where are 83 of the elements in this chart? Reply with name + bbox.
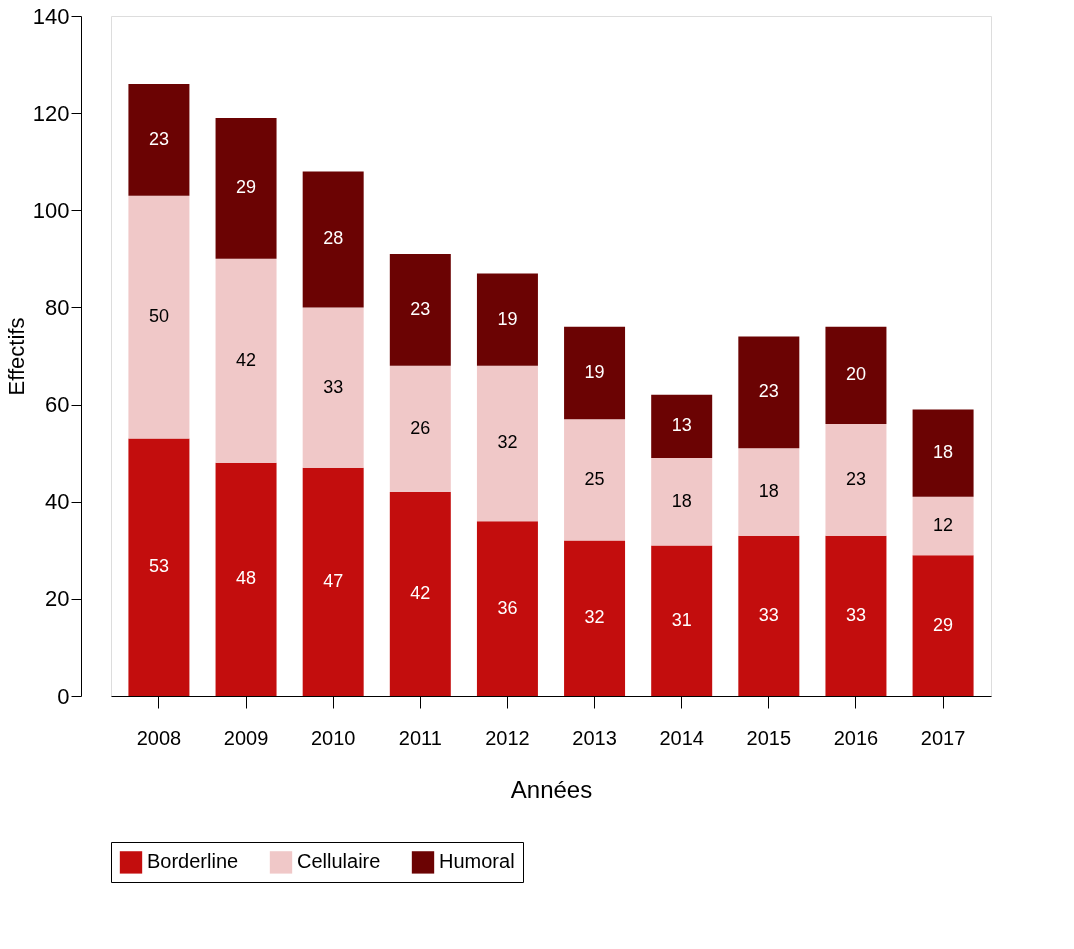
bar bbox=[825, 535, 887, 696]
legend-label: Humoral bbox=[439, 850, 515, 873]
data-label: 29 bbox=[933, 614, 954, 635]
y-axis-title: Effectifs bbox=[3, 317, 29, 396]
data-label: 18 bbox=[933, 442, 954, 463]
bar bbox=[912, 555, 974, 696]
data-label: 18 bbox=[758, 481, 779, 501]
bar bbox=[651, 545, 713, 696]
y-tick-label: 120 bbox=[32, 100, 70, 126]
bar bbox=[128, 195, 190, 439]
data-label: 42 bbox=[236, 349, 257, 370]
bar bbox=[738, 448, 800, 536]
data-label: 33 bbox=[845, 604, 866, 625]
bar bbox=[389, 492, 451, 696]
y-tick-label: 100 bbox=[32, 197, 70, 223]
x-tick-label: 2012 bbox=[485, 726, 530, 749]
data-label: 23 bbox=[758, 381, 779, 402]
x-axis-title: Années bbox=[510, 775, 593, 803]
data-label: 20 bbox=[845, 364, 866, 385]
y-tick-label: 60 bbox=[45, 392, 70, 418]
bar bbox=[825, 326, 887, 424]
bar bbox=[651, 394, 713, 458]
x-tick-label: 2013 bbox=[572, 726, 617, 749]
bar bbox=[738, 535, 800, 696]
data-label: 28 bbox=[323, 228, 344, 249]
bar bbox=[215, 462, 277, 696]
y-tick-label: 0 bbox=[57, 683, 70, 709]
data-label: 32 bbox=[584, 607, 605, 628]
data-label: 26 bbox=[410, 417, 431, 438]
x-tick-label: 2014 bbox=[659, 726, 704, 749]
bar bbox=[128, 84, 190, 196]
data-label: 32 bbox=[497, 432, 518, 453]
data-label: 33 bbox=[758, 604, 779, 625]
y-tick-label: 80 bbox=[45, 294, 70, 320]
data-label: 50 bbox=[148, 306, 169, 327]
legend-label: Borderline bbox=[147, 850, 239, 873]
data-label: 42 bbox=[410, 583, 431, 603]
bar bbox=[825, 424, 887, 536]
bar bbox=[912, 409, 974, 497]
x-tick-label: 2015 bbox=[746, 726, 792, 749]
y-tick-label: 140 bbox=[32, 3, 70, 29]
bar bbox=[476, 273, 538, 366]
data-label: 36 bbox=[497, 597, 518, 618]
bar bbox=[215, 118, 277, 259]
data-label: 33 bbox=[323, 376, 344, 397]
x-tick-label: 2017 bbox=[920, 726, 966, 749]
data-label: 23 bbox=[410, 298, 431, 319]
bar bbox=[302, 307, 364, 468]
bar bbox=[128, 438, 190, 696]
bar bbox=[912, 496, 974, 556]
data-label: 23 bbox=[845, 468, 866, 489]
data-label: 23 bbox=[148, 128, 169, 149]
bar bbox=[215, 258, 277, 463]
y-tick-label: 20 bbox=[45, 586, 70, 612]
bar bbox=[651, 458, 713, 546]
bar bbox=[564, 540, 626, 696]
data-label: 19 bbox=[497, 308, 518, 329]
x-tick-label: 2008 bbox=[136, 726, 182, 749]
x-tick-label: 2010 bbox=[310, 726, 356, 749]
data-label: 19 bbox=[584, 362, 605, 382]
data-label: 47 bbox=[323, 570, 344, 591]
bar bbox=[476, 521, 538, 696]
data-label: 31 bbox=[671, 609, 692, 630]
data-label: 48 bbox=[236, 568, 257, 589]
data-label: 12 bbox=[933, 515, 954, 535]
bar bbox=[302, 467, 364, 696]
data-label: 29 bbox=[236, 177, 257, 198]
bar bbox=[389, 254, 451, 366]
x-tick-label: 2011 bbox=[398, 726, 442, 749]
data-label: 25 bbox=[584, 468, 605, 489]
data-label: 53 bbox=[148, 556, 169, 577]
bar bbox=[302, 171, 364, 308]
bar bbox=[738, 336, 800, 449]
bar bbox=[564, 419, 626, 541]
bar bbox=[389, 365, 451, 492]
x-tick-label: 2016 bbox=[833, 726, 879, 749]
legend-label: Cellulaire bbox=[297, 850, 381, 873]
y-tick-label: 40 bbox=[45, 489, 70, 515]
data-label: 13 bbox=[671, 415, 692, 436]
x-tick-label: 2009 bbox=[223, 726, 269, 749]
data-label: 18 bbox=[671, 490, 692, 511]
bar bbox=[476, 365, 538, 522]
bar bbox=[564, 326, 626, 420]
